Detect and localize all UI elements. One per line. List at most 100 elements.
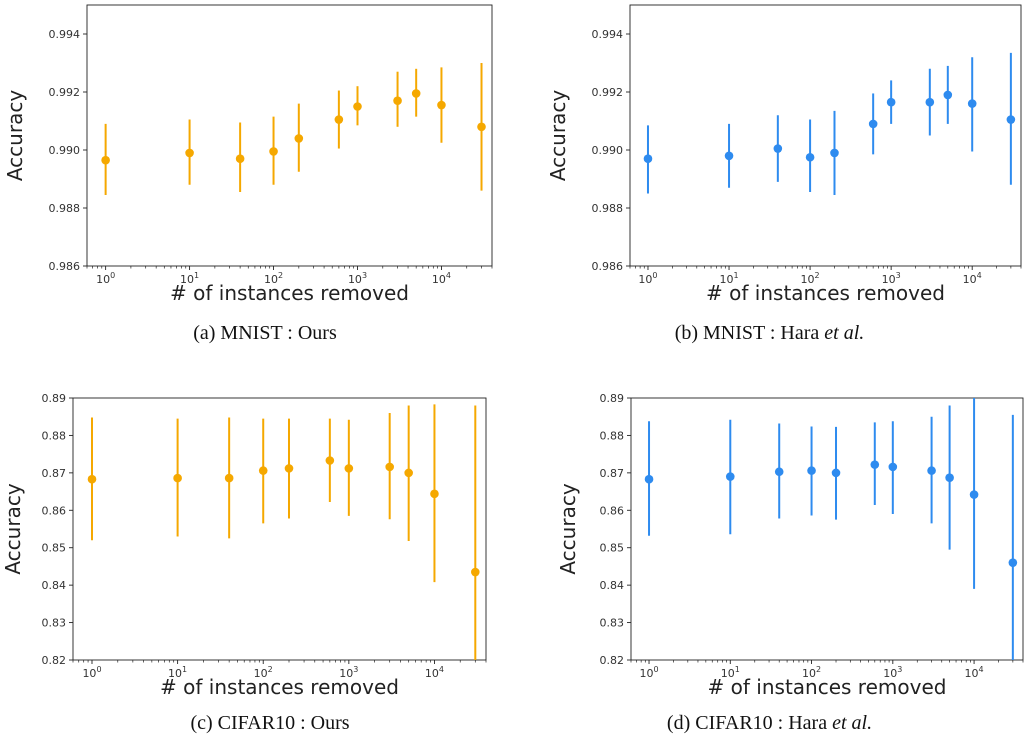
data-point: [807, 466, 816, 475]
y-tick-label: 0.86: [600, 504, 625, 517]
caption-mnist-hara: (b) MNIST : Hara et al.: [513, 322, 1026, 345]
y-tick-label: 0.992: [592, 86, 624, 99]
data-point: [830, 148, 839, 158]
y-tick-label: 0.82: [600, 654, 625, 667]
y-tick-label: 0.89: [42, 392, 67, 405]
caption-italic: et al.: [832, 712, 873, 734]
y-tick-label: 0.89: [600, 392, 625, 405]
data-point: [870, 460, 880, 469]
data-point: [437, 100, 446, 110]
y-tick-label: 0.88: [600, 429, 625, 442]
data-point: [774, 467, 784, 477]
data-point: [284, 464, 294, 473]
data-point: [344, 464, 354, 473]
x-tick-label: 100: [638, 271, 657, 286]
x-tick-label: 100: [82, 665, 101, 680]
data-point: [831, 468, 841, 478]
data-point: [235, 154, 245, 163]
y-tick-label: 0.83: [42, 617, 67, 630]
x-axis-label: # of instances removed: [160, 675, 399, 699]
x-axis-label: # of instances removed: [170, 281, 409, 305]
chart-mnist-hara: 0.986 0.988 0.990 0.992 0.994 100 101 102 103 104…: [513, 0, 1026, 370]
data-point: [868, 119, 878, 129]
y-tick-label: 0.83: [600, 617, 625, 630]
data-point: [325, 456, 335, 465]
chart-cifar10-hara: 0.82 0.83 0.84 0.85 0.86 0.87 0.88 0.89 100 101 10…: [513, 372, 1026, 740]
x-axis-label: # of instances removed: [708, 675, 947, 699]
caption-italic: et al.: [824, 322, 865, 344]
y-tick-label: 0.986: [592, 260, 624, 273]
data-point: [945, 473, 954, 483]
y-tick-label: 0.994: [592, 28, 624, 41]
axes-frame: [72, 397, 487, 661]
data-point: [805, 152, 815, 162]
y-axis-label: Accuracy: [1, 483, 25, 574]
data-point: [411, 89, 421, 98]
data-point: [224, 473, 234, 483]
x-tick-label: 100: [96, 271, 115, 286]
caption-text: (d) CIFAR10 : Hara: [666, 712, 833, 734]
data-point: [943, 90, 953, 100]
y-tick-label: 0.85: [600, 542, 625, 555]
data-point: [1008, 558, 1018, 567]
y-tick-label: 0.85: [42, 542, 67, 555]
chart-cifar10-ours: 0.82 0.83 0.84 0.85 0.86 0.87 0.88 0.89 100 101 10…: [0, 372, 500, 740]
data-point: [430, 489, 439, 499]
data-point: [404, 468, 413, 478]
data-point: [969, 490, 979, 499]
caption-text: (b) MNIST : Hara: [674, 322, 825, 344]
y-tick-label: 0.87: [600, 467, 625, 480]
y-tick-label: 0.84: [42, 579, 67, 592]
data-point: [385, 462, 394, 472]
x-tick-label: 104: [425, 665, 444, 680]
data-point: [643, 154, 653, 163]
axes-frame: [630, 397, 1024, 661]
data-point: [886, 97, 896, 107]
y-tick-label: 0.992: [49, 86, 81, 99]
data-point: [269, 147, 278, 156]
data-point: [173, 473, 182, 483]
data-point: [927, 466, 936, 475]
y-axis-label: Accuracy: [546, 90, 570, 181]
axes-frame: [629, 4, 1022, 267]
data-point: [888, 462, 898, 472]
y-tick-label: 0.88: [42, 429, 67, 442]
y-tick-label: 0.986: [49, 260, 81, 273]
caption-cifar10-ours: (c) CIFAR10 : Ours: [0, 712, 540, 735]
y-tick-label: 0.988: [592, 202, 624, 215]
data-point: [1006, 115, 1016, 124]
data-point: [477, 122, 486, 132]
data-point: [393, 96, 402, 105]
y-tick-label: 0.87: [42, 467, 67, 480]
data-point: [294, 134, 304, 143]
data-point: [724, 151, 734, 161]
data-point: [644, 474, 654, 484]
y-tick-label: 0.990: [592, 144, 624, 157]
x-tick-label: 100: [639, 665, 658, 680]
caption-cifar10-hara: (d) CIFAR10 : Hara et al.: [513, 712, 1026, 735]
data-point: [101, 155, 110, 165]
data-point: [353, 102, 362, 111]
data-point: [87, 474, 97, 484]
y-tick-label: 0.994: [49, 28, 81, 41]
data-point: [185, 148, 194, 158]
data-point: [258, 466, 268, 475]
data-point: [967, 99, 977, 108]
data-point: [334, 115, 344, 124]
data-point: [471, 567, 480, 577]
caption-text: (c) CIFAR10 : Ours: [190, 712, 350, 734]
caption-mnist-ours: (a) MNIST : Ours: [0, 322, 530, 345]
x-tick-label: 104: [965, 665, 984, 680]
y-tick-label: 0.988: [49, 202, 81, 215]
y-tick-label: 0.84: [600, 579, 625, 592]
y-tick-label: 0.82: [42, 654, 67, 667]
data-point: [725, 472, 735, 481]
y-tick-label: 0.86: [42, 504, 67, 517]
x-tick-label: 104: [432, 271, 451, 286]
y-axis-label: Accuracy: [556, 483, 580, 574]
caption-text: (a) MNIST : Ours: [193, 322, 337, 344]
